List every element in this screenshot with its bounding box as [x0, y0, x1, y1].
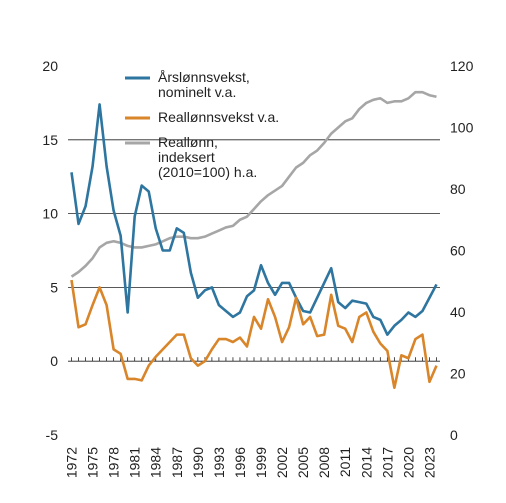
y2-tick-label: 80	[450, 181, 466, 197]
x-tick-label: 1999	[253, 447, 269, 478]
x-tick-label: 1981	[127, 447, 143, 478]
legend-label-line: Reallønnsvekst v.a.	[158, 109, 279, 125]
y-tick-label: 10	[42, 206, 58, 222]
y-tick-label: 0	[50, 353, 58, 369]
x-tick-label: 2023	[421, 447, 437, 478]
x-tick-label: 1993	[211, 447, 227, 478]
x-tick-label: 2014	[358, 447, 374, 478]
y2-tick-label: 60	[450, 243, 466, 259]
legend-label-line: Reallønn,	[158, 134, 218, 150]
y-tick-label: 5	[50, 279, 58, 295]
x-tick-label: 1996	[232, 447, 248, 478]
x-tick-label: 2020	[400, 447, 416, 478]
legend-label: Årslønnsvekst, nominelt v.a.	[158, 69, 250, 100]
legend-label-line: nominelt v.a.	[158, 84, 236, 100]
y2-tick-label: 100	[450, 120, 474, 136]
legend-label: Reallønnsvekst v.a.	[158, 109, 279, 125]
series-line	[70, 103, 438, 336]
legend-label-line: Årslønnsvekst,	[158, 69, 250, 85]
x-tick-label: 2002	[274, 447, 290, 478]
y2-tick-label: 120	[450, 58, 474, 74]
y2-tick-label: 20	[450, 366, 466, 382]
x-tick-label: 1978	[106, 447, 122, 478]
y-tick-label: -5	[46, 427, 59, 443]
y2-tick-label: 40	[450, 304, 466, 320]
y-tick-label: 15	[42, 132, 58, 148]
x-tick-label: 1984	[148, 447, 164, 478]
x-tick-label: 2011	[337, 447, 353, 477]
y-tick-label: 20	[42, 58, 58, 74]
x-tick-label: 2017	[379, 447, 395, 478]
legend-label-line: (2010=100) h.a.	[158, 164, 257, 180]
x-tick-label: 1972	[64, 447, 80, 478]
legend-label: Reallønn, indeksert (2010=100) h.a.	[158, 134, 257, 180]
x-tick-label: 1987	[169, 447, 185, 478]
x-tick-label: 2005	[295, 447, 311, 478]
y2-tick-label: 0	[450, 427, 458, 443]
series-line	[70, 279, 438, 390]
x-tick-label: 1975	[85, 447, 101, 478]
x-tick-label: 1990	[190, 447, 206, 478]
legend-label-line: indeksert	[158, 149, 215, 165]
x-tick-label: 2008	[316, 447, 332, 478]
